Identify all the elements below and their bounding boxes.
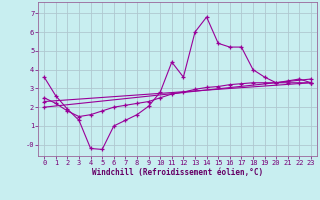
X-axis label: Windchill (Refroidissement éolien,°C): Windchill (Refroidissement éolien,°C) <box>92 168 263 177</box>
